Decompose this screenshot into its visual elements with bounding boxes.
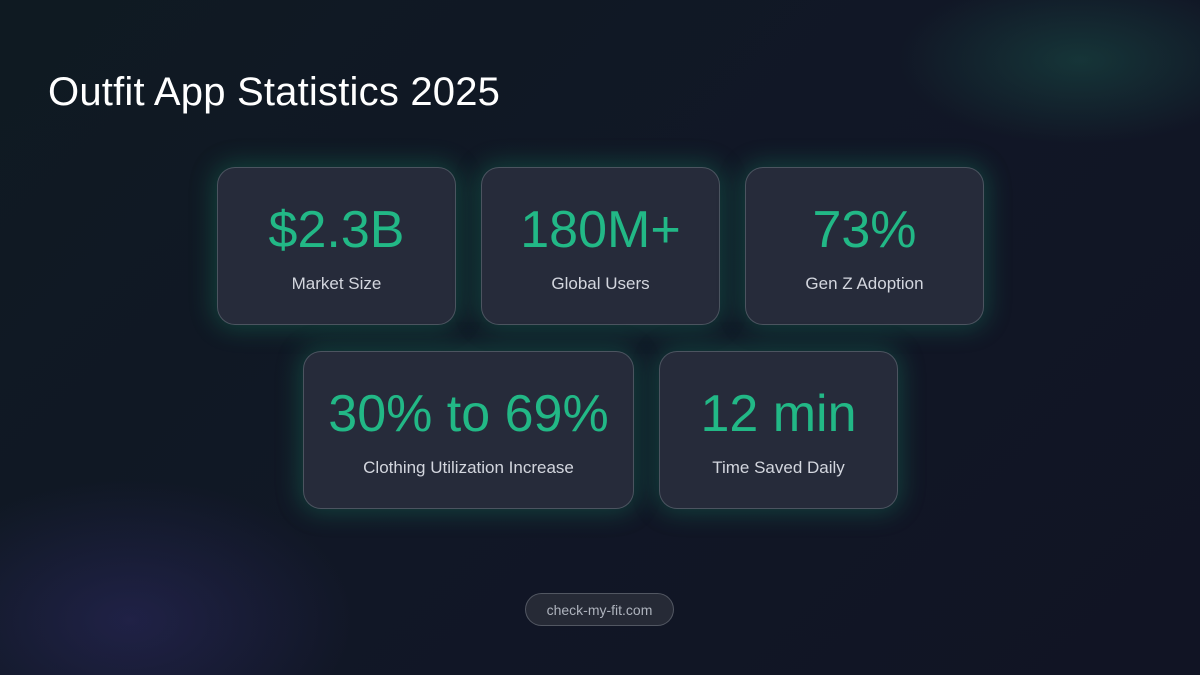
stat-label: Market Size bbox=[291, 274, 382, 293]
stat-card-gen-z-adoption: 73% Gen Z Adoption bbox=[745, 167, 984, 325]
page-title: Outfit App Statistics 2025 bbox=[48, 70, 501, 114]
stat-card-market-size: $2.3B Market Size bbox=[217, 167, 456, 325]
stat-value: 12 min bbox=[700, 385, 857, 443]
stat-card-time-saved: 12 min Time Saved Daily bbox=[659, 351, 898, 509]
stat-label: Gen Z Adoption bbox=[805, 274, 924, 293]
stat-value: 73% bbox=[812, 201, 917, 259]
stat-value: 30% to 69% bbox=[328, 385, 609, 443]
stat-label: Clothing Utilization Increase bbox=[363, 458, 574, 477]
website-link[interactable]: check-my-fit.com bbox=[525, 593, 674, 626]
stat-label: Global Users bbox=[551, 274, 650, 293]
stat-card-global-users: 180M+ Global Users bbox=[481, 167, 720, 325]
stat-label: Time Saved Daily bbox=[712, 458, 845, 477]
stat-card-clothing-utilization: 30% to 69% Clothing Utilization Increase bbox=[303, 351, 634, 509]
stat-value: $2.3B bbox=[268, 201, 405, 259]
stat-value: 180M+ bbox=[520, 201, 681, 259]
